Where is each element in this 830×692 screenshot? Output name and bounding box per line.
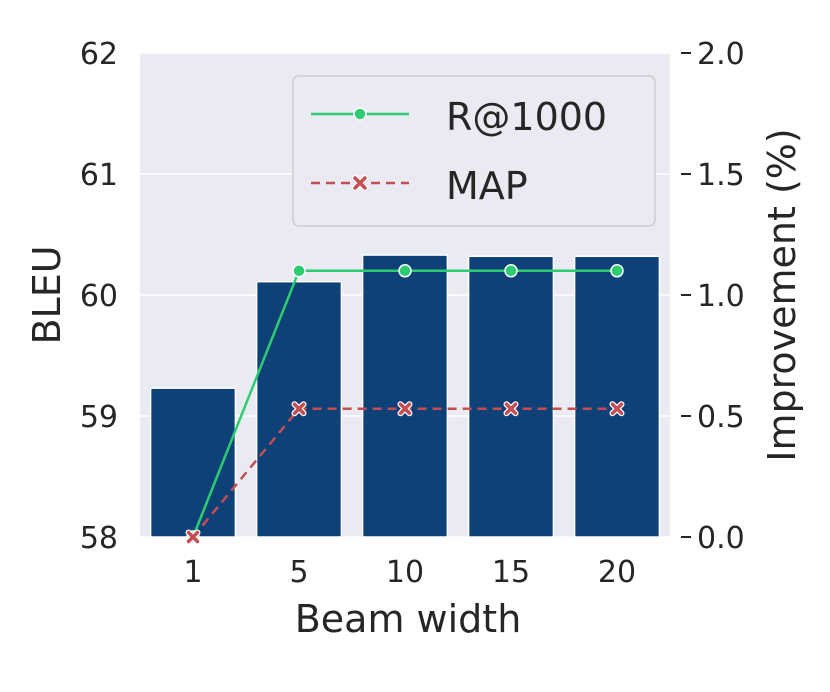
point-map-10 — [397, 401, 413, 417]
legend-marker-r1000 — [353, 107, 367, 121]
x-tick-label: 20 — [598, 555, 636, 590]
point-r1000-10 — [398, 264, 412, 278]
y-axis-title-left: BLEU — [25, 245, 69, 344]
point-map-5 — [291, 401, 307, 417]
legend: R@1000 MAP — [292, 75, 656, 227]
right-y-ticks: 0.0 0.5 1.0 1.5 2.0 — [681, 37, 745, 556]
left-y-tick-label: 58 — [80, 521, 118, 556]
point-r1000-15 — [504, 264, 518, 278]
x-tick-label: 5 — [289, 555, 308, 590]
right-y-tick-label: 0.5 — [697, 400, 745, 435]
bar-15 — [467, 255, 555, 538]
legend-label-r1000: R@1000 — [446, 95, 607, 139]
left-y-tick-label: 59 — [80, 400, 118, 435]
point-r1000-20 — [610, 264, 624, 278]
left-y-tick-label: 61 — [80, 158, 118, 193]
left-y-ticks: 58 59 60 61 62 — [80, 37, 118, 556]
right-y-tick-label: 1.0 — [697, 279, 745, 314]
point-map-1 — [185, 529, 201, 545]
legend-label-map: MAP — [446, 164, 528, 208]
x-ticks: 1 5 10 15 20 — [183, 555, 636, 590]
point-map-15 — [503, 401, 519, 417]
x-tick-label: 1 — [183, 555, 202, 590]
left-y-tick-label: 60 — [80, 279, 118, 314]
bar-1 — [149, 387, 237, 538]
series-lines — [185, 264, 625, 545]
y-axis-title-right: Improvement (%) — [760, 128, 804, 461]
right-y-tick-label: 0.0 — [697, 521, 745, 556]
x-axis-title: Beam width — [295, 597, 522, 641]
bar-10 — [361, 254, 449, 538]
legend-marker-map — [352, 175, 368, 191]
point-r1000-5 — [292, 264, 306, 278]
x-tick-label: 15 — [492, 555, 530, 590]
x-tick-label: 10 — [386, 555, 424, 590]
left-y-tick-label: 62 — [80, 37, 118, 72]
right-y-tick-label: 1.5 — [697, 158, 745, 193]
right-y-tick-label: 2.0 — [697, 37, 745, 72]
point-map-20 — [609, 401, 625, 417]
bar-20 — [573, 255, 661, 538]
